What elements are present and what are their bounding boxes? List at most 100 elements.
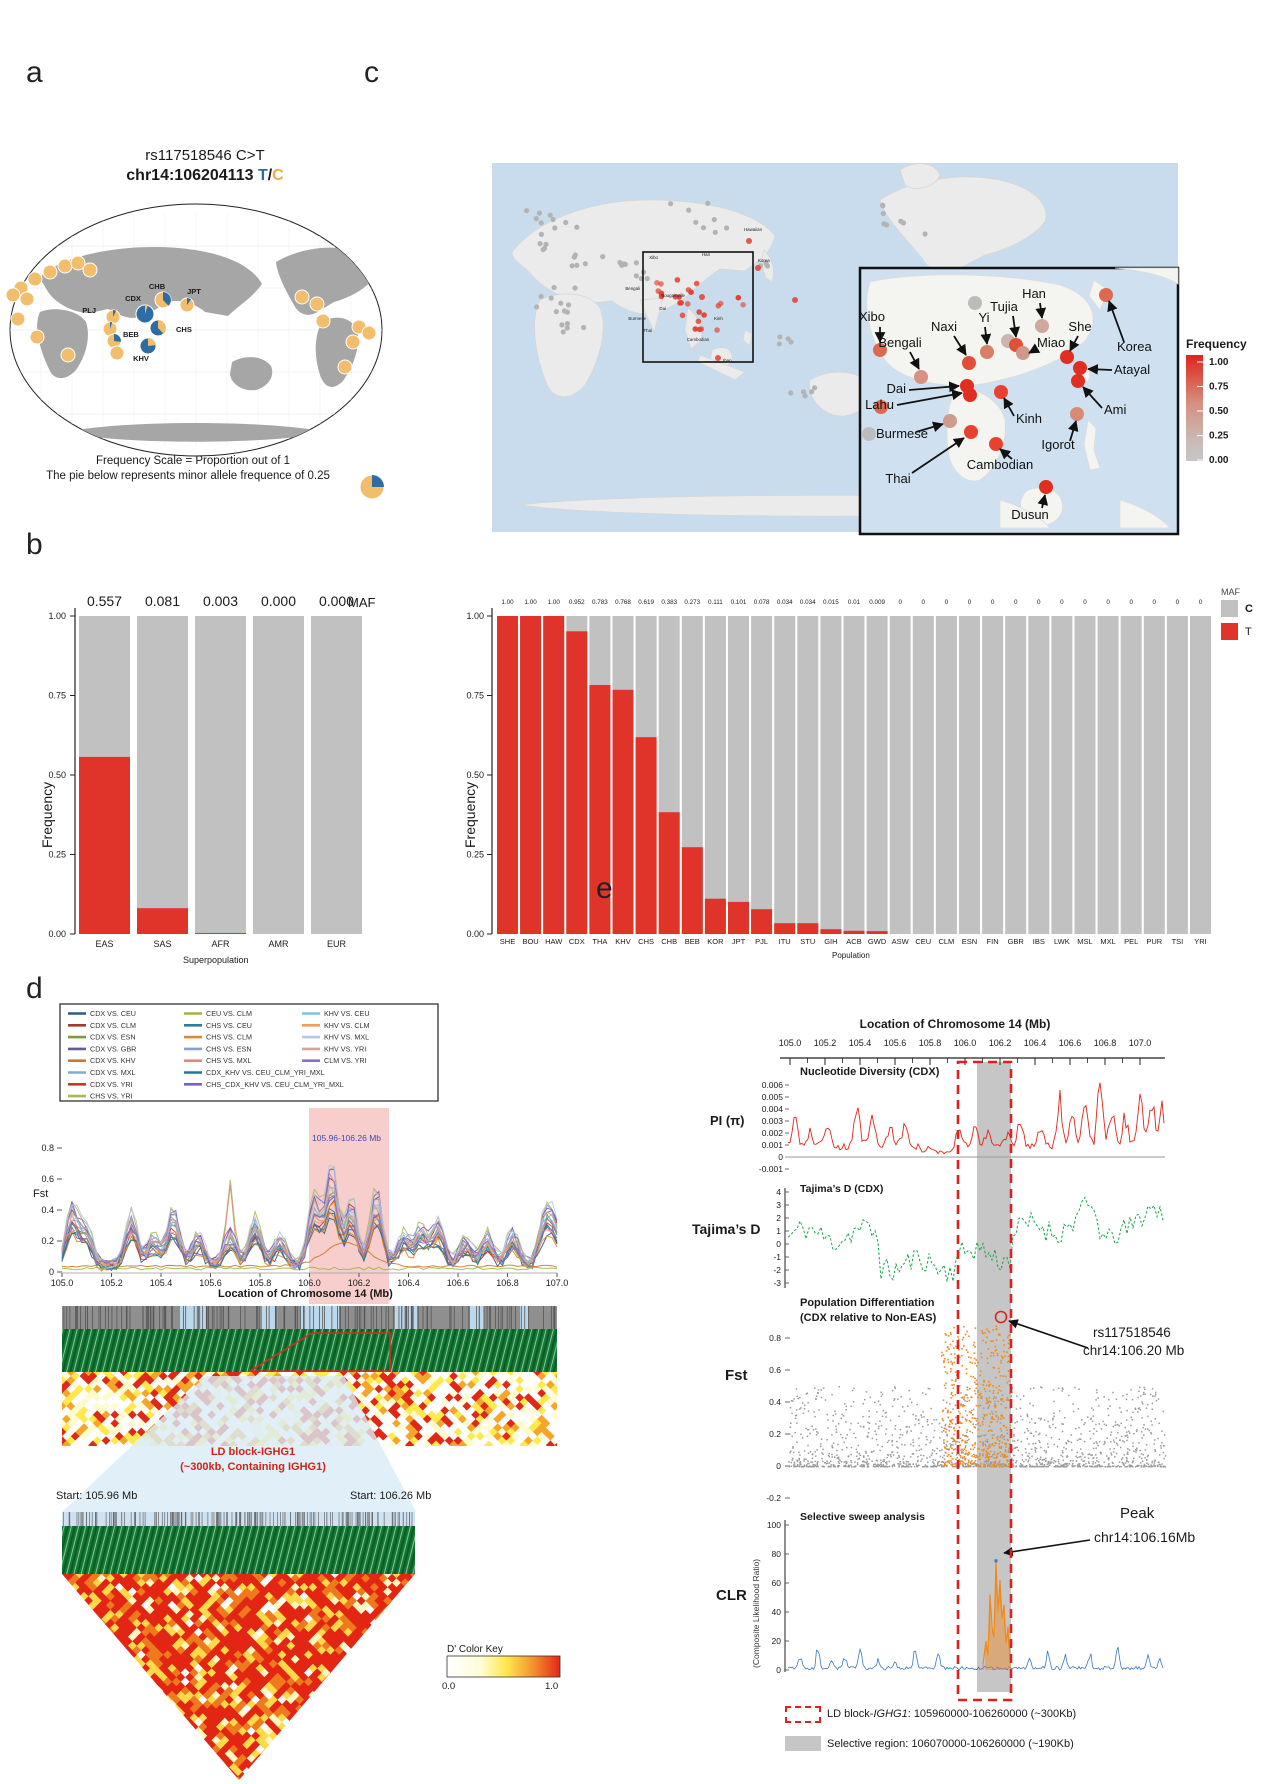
panel-letter-e: e: [596, 872, 613, 905]
pie-pop: [70, 255, 86, 271]
bar-red-CDX: [566, 631, 588, 934]
d-legend-CDX-VS-YRI: CDX VS. YRI: [90, 1080, 133, 1089]
b-right-cat: STU: [800, 937, 815, 946]
d-xtick: 106.2: [348, 1278, 371, 1288]
pie-pop: [19, 291, 35, 307]
e-xtick: 106.2: [989, 1038, 1012, 1048]
world-map-label-Bougainville: Bougainville: [661, 293, 685, 298]
pie-pop: [27, 271, 43, 287]
b-right-value: 0.015: [823, 599, 839, 606]
fst-track-title-2: (CDX relative to Non-EAS): [800, 1312, 937, 1324]
e-fst-ytick: 0.4: [769, 1397, 781, 1407]
pie-pop: [82, 262, 98, 278]
inset-label-Bengali: Bengali: [878, 335, 921, 350]
bar-red-GIH: [820, 929, 842, 934]
clr-ytick: 100: [767, 1520, 781, 1530]
d-legend-CDX-VS-MXL: CDX VS. MXL: [90, 1068, 136, 1077]
pi-ytick: 0: [778, 1152, 783, 1162]
left-chart-ylabel: Frequency: [39, 781, 55, 848]
pie-pop: [29, 329, 45, 345]
b-right-value: 0: [1153, 599, 1157, 606]
bar-red-KHV: [612, 689, 634, 934]
bar-gray-STU: [797, 616, 819, 934]
maf-legend-label-c: C: [1245, 603, 1253, 615]
d-legend-CHS-VS-CLM: CHS VS. CLM: [206, 1033, 252, 1042]
inset-label-Han: Han: [1022, 286, 1046, 301]
bar-red-EAS: [79, 756, 130, 934]
b-right-value: 0: [945, 599, 949, 606]
clr-ytick: 20: [772, 1636, 782, 1646]
b-right-cat: LWK: [1054, 937, 1070, 946]
maf-legend-swatch-t: [1221, 623, 1238, 640]
d-legend-CDX-VS-GBR: CDX VS. GBR: [90, 1044, 136, 1053]
bar-red-ACB: [843, 930, 865, 934]
d-xtick: 105.8: [249, 1278, 272, 1288]
inset-label-Lahu: Lahu: [865, 397, 894, 412]
inset-label-Tujia: Tujia: [990, 299, 1018, 314]
b-left-cat: AMR: [269, 939, 290, 949]
pi-ylabel: PI (π): [710, 1113, 745, 1128]
pie-pop: [42, 264, 58, 280]
e-fst-ylabel: Fst: [725, 1367, 748, 1384]
b-right-ytick: 0.00: [466, 929, 484, 939]
world-map-label-Burmese: Burmese: [628, 316, 646, 321]
pi-ytick: 0.002: [762, 1128, 784, 1138]
clr-ytick: 40: [772, 1607, 782, 1617]
b-right-cat: MXL: [1100, 937, 1115, 946]
e-xtick: 106.6: [1059, 1038, 1082, 1048]
bar-gray-ASW: [889, 616, 911, 934]
b-right-value: 0: [1129, 599, 1133, 606]
b-left-cat: EAS: [95, 939, 113, 949]
inset-label-Miao: Miao: [1037, 335, 1065, 350]
b-right-value: 0.01: [848, 599, 861, 606]
d-ytick: 0.4: [41, 1205, 54, 1215]
d-xtick: 106.8: [496, 1278, 519, 1288]
d-ytick: 0.6: [41, 1174, 54, 1184]
pie-label-PLJ: PLJ: [82, 306, 96, 315]
bar-red-HAW: [543, 616, 565, 934]
variant-title: rs117518546 C>T: [145, 147, 265, 164]
b-right-value: 0.273: [684, 599, 700, 606]
bar-gray-FIN: [982, 616, 1004, 934]
inset-label-Dai: Dai: [886, 381, 906, 396]
d-xtick: 105.6: [199, 1278, 222, 1288]
b-right-cat: BOU: [522, 937, 538, 946]
bar-gray-GIH: [820, 616, 842, 934]
b-right-cat: KHV: [615, 937, 630, 946]
d-legend-KHV-VS-MXL: KHV VS. MXL: [324, 1033, 369, 1042]
b-right-value: 0.034: [800, 599, 816, 606]
clr-track-title: Selective sweep analysis: [800, 1511, 925, 1523]
d-legend-KHV-VS-CEU: KHV VS. CEU: [324, 1009, 370, 1018]
panel-letter-b: b: [26, 528, 43, 561]
clr-ytick: 0: [776, 1665, 781, 1675]
pie-pop: [337, 359, 353, 375]
inset-label-Korea: Korea: [1117, 339, 1152, 354]
left-chart-xlabel: Superpopulation: [183, 955, 249, 965]
e-xtick: 106.0: [954, 1038, 977, 1048]
tajima-ylabel: Tajima’s D: [692, 1221, 761, 1237]
pie-pop: [57, 258, 73, 274]
pie-KHV: [139, 337, 157, 355]
variant-position: chr14:106204113 T/C: [55, 167, 355, 185]
pie-pop: [109, 345, 125, 361]
b-left-ytick: 0.75: [48, 691, 66, 701]
pie-pop: [345, 334, 361, 350]
b-right-cat: MSL: [1077, 937, 1092, 946]
frequency-legend-tick: 0.00: [1209, 455, 1229, 466]
b-right-cat: CEU: [915, 937, 931, 946]
inset-dot-Korea: [1099, 288, 1113, 302]
b-right-cat: HAW: [545, 937, 563, 946]
b-right-value: 0: [991, 599, 995, 606]
b-right-value: 0: [1176, 599, 1180, 606]
d-xtick: 106.4: [397, 1278, 420, 1288]
dprime-key-title: D' Color Key: [447, 1644, 503, 1655]
pi-ytick: 0.005: [762, 1092, 784, 1102]
e-xtick: 107.0: [1129, 1038, 1152, 1048]
d-xtick: 107.0: [546, 1278, 569, 1288]
b-right-ytick: 0.75: [466, 691, 484, 701]
panel-b-left-chart: 1.00 0.75 0.50 0.25 0.00 0.557 EAS 0.081 SAS 0.00…: [48, 593, 362, 949]
bar-red-KOR: [704, 898, 726, 934]
world-map-label-Korea: Korea: [758, 258, 770, 263]
right-chart-ylabel: Frequency: [462, 781, 478, 848]
